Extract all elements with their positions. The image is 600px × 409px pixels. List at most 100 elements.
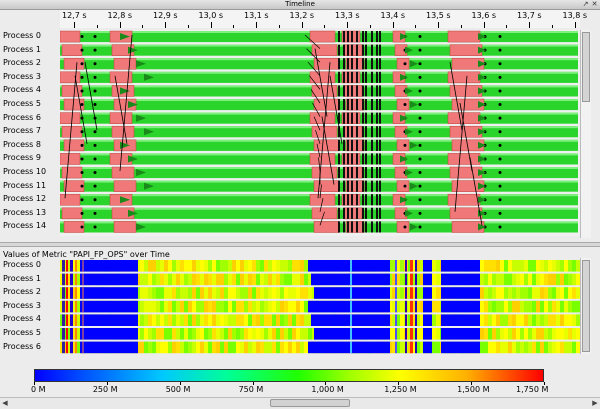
legend-label: 0 M xyxy=(31,385,46,394)
process-label[interactable]: Process 2 xyxy=(3,58,41,68)
state-bar-mpi[interactable] xyxy=(60,193,81,206)
metric-cell-low xyxy=(80,260,138,272)
state-bar-mpi[interactable] xyxy=(63,57,85,70)
process-label[interactable]: Process 7 xyxy=(3,126,41,136)
state-bar-mpi[interactable] xyxy=(311,207,338,220)
message-arrow xyxy=(120,87,130,95)
state-bar-mpi[interactable] xyxy=(63,180,85,192)
state-bar-mpi[interactable] xyxy=(396,180,410,192)
state-bar-mpi[interactable] xyxy=(61,166,83,179)
state-bar-mpi[interactable] xyxy=(60,112,81,124)
state-bar-mpi[interactable] xyxy=(60,71,81,84)
state-bar-mpi[interactable] xyxy=(109,71,133,84)
state-bar-mpi[interactable] xyxy=(61,207,83,220)
horizontal-scroll-thumb[interactable] xyxy=(270,399,350,407)
state-bar-mpi[interactable] xyxy=(113,180,137,192)
legend-label: 1,000 M xyxy=(311,385,344,394)
metric-process-label[interactable]: Process 1 xyxy=(3,273,41,283)
state-bar-mpi[interactable] xyxy=(447,30,481,43)
metric-cell xyxy=(392,260,396,272)
process-label[interactable]: Process 12 xyxy=(3,194,47,204)
metric-cell xyxy=(72,260,76,272)
process-label[interactable]: Process 1 xyxy=(3,44,41,54)
state-bar-sync xyxy=(338,180,340,192)
state-bar-mpi[interactable] xyxy=(109,112,133,124)
metric-cell xyxy=(256,341,260,354)
metric-cell xyxy=(488,300,492,313)
process-label[interactable]: Process 3 xyxy=(3,71,41,81)
state-bar-mpi[interactable] xyxy=(396,57,410,70)
horizontal-scrollbar[interactable]: ◀ ▶ xyxy=(0,397,600,409)
state-bar-mpi[interactable] xyxy=(447,153,481,165)
state-bar-mpi[interactable] xyxy=(61,125,83,138)
metric-process-label[interactable]: Process 6 xyxy=(3,341,41,351)
state-bar-mpi[interactable] xyxy=(449,166,483,179)
state-bar-mpi[interactable] xyxy=(311,166,338,179)
message-dot xyxy=(498,171,502,175)
message-line xyxy=(319,198,324,212)
process-label[interactable]: Process 8 xyxy=(3,139,41,149)
metric-cell xyxy=(140,260,144,272)
process-label[interactable]: Process 10 xyxy=(3,167,47,176)
metric-cell xyxy=(564,287,568,299)
state-bar-mpi[interactable] xyxy=(447,193,481,206)
process-label[interactable]: Process 0 xyxy=(3,31,41,40)
state-bar-mpi[interactable] xyxy=(113,57,137,70)
undock-icon[interactable]: ↗ xyxy=(582,0,589,8)
metric-cell xyxy=(572,300,576,313)
process-label[interactable]: Process 4 xyxy=(3,85,41,95)
timeline-vertical-scrollbar[interactable] xyxy=(580,30,591,238)
state-bar-mpi[interactable] xyxy=(449,44,483,56)
state-bar-mpi[interactable] xyxy=(396,221,410,233)
metric-cell xyxy=(308,314,312,326)
state-bar-mpi[interactable] xyxy=(396,139,410,152)
metric-process-label[interactable]: Process 4 xyxy=(3,314,41,324)
timeline-chart[interactable] xyxy=(60,30,580,236)
state-bar-mpi[interactable] xyxy=(60,153,81,165)
metric-process-label[interactable]: Process 2 xyxy=(3,287,41,297)
timeline-scroll-thumb[interactable] xyxy=(582,32,590,102)
metric-cell xyxy=(200,300,204,313)
metric-cell xyxy=(400,314,404,326)
state-bar-mpi[interactable] xyxy=(309,71,336,84)
state-bar-mpi[interactable] xyxy=(313,221,340,233)
metric-cell xyxy=(536,328,540,340)
process-label[interactable]: Process 5 xyxy=(3,99,41,108)
splitter[interactable] xyxy=(0,242,600,247)
state-bar-mpi[interactable] xyxy=(113,221,137,233)
process-label[interactable]: Process 14 xyxy=(3,221,47,231)
state-bar-mpi[interactable] xyxy=(309,153,336,165)
metric-heatmap[interactable] xyxy=(60,258,580,354)
state-bar-mpi[interactable] xyxy=(396,98,410,111)
metric-process-label[interactable]: Process 0 xyxy=(3,260,41,269)
metric-cell-low xyxy=(423,260,432,272)
metric-cell xyxy=(148,328,152,340)
message-dot xyxy=(498,130,502,134)
metric-cell xyxy=(540,287,544,299)
state-bar-mpi[interactable] xyxy=(63,139,85,152)
state-bar-mpi[interactable] xyxy=(313,180,340,192)
state-bar-mpi[interactable] xyxy=(309,30,336,43)
metric-process-label[interactable]: Process 5 xyxy=(3,328,41,337)
metric-process-label[interactable]: Process 3 xyxy=(3,300,41,310)
process-label[interactable]: Process 6 xyxy=(3,112,41,122)
message-dot xyxy=(418,35,422,39)
state-bar-mpi[interactable] xyxy=(63,221,85,233)
state-bar-sync xyxy=(356,180,358,192)
process-label[interactable]: Process 9 xyxy=(3,153,41,163)
metric-scroll-thumb[interactable] xyxy=(582,260,590,352)
process-label[interactable]: Process 13 xyxy=(3,207,47,217)
message-dot xyxy=(418,48,422,52)
state-bar-mpi[interactable] xyxy=(61,44,83,56)
process-label[interactable]: Process 11 xyxy=(3,180,47,190)
state-bar-mpi[interactable] xyxy=(60,30,81,43)
state-bar-mpi[interactable] xyxy=(449,207,483,220)
scroll-right-icon[interactable]: ▶ xyxy=(592,399,598,407)
state-bar-mpi[interactable] xyxy=(111,166,135,179)
message-arrow xyxy=(144,182,154,190)
close-icon[interactable]: ✕ xyxy=(591,0,598,8)
scroll-left-icon[interactable]: ◀ xyxy=(2,399,8,407)
metric-vertical-scrollbar[interactable] xyxy=(580,258,591,354)
state-bar-mpi[interactable] xyxy=(311,44,338,56)
state-bar-mpi[interactable] xyxy=(61,85,83,97)
